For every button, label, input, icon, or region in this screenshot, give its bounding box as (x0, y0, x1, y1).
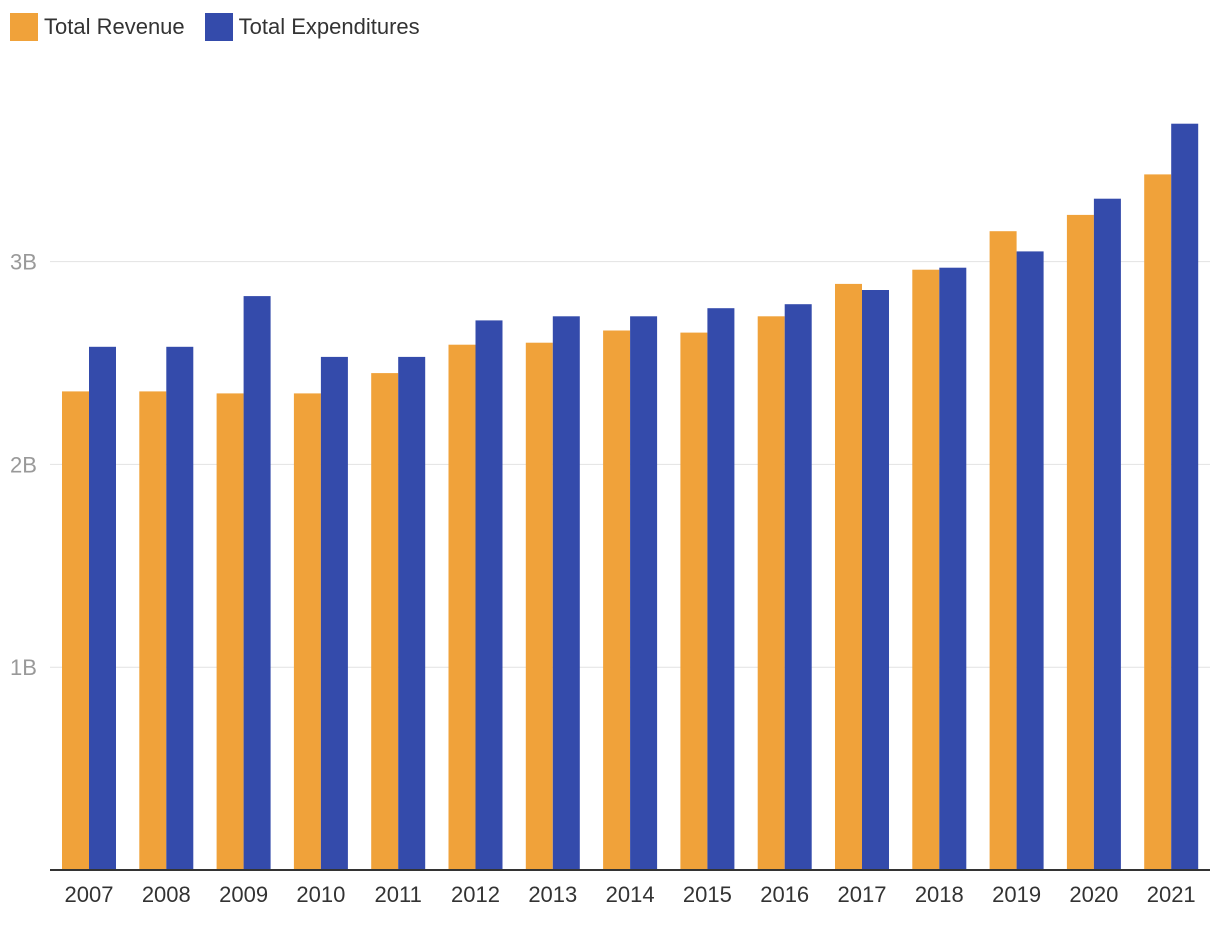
x-tick-label-2007: 2007 (65, 882, 114, 907)
bar-total-expenditures-2013[interactable] (552, 316, 580, 870)
bar-total-expenditures-2008[interactable] (166, 346, 194, 870)
legend-swatch-total-revenue (10, 13, 38, 41)
bar-total-expenditures-2015[interactable] (707, 308, 735, 870)
bar-total-revenue-2014[interactable] (603, 330, 631, 871)
x-tick-label-2015: 2015 (683, 882, 732, 907)
x-tick-label-2019: 2019 (992, 882, 1041, 907)
bar-total-revenue-2011[interactable] (371, 373, 399, 870)
y-tick-label-2B: 2B (10, 452, 37, 477)
bar-total-revenue-2012[interactable] (448, 344, 476, 870)
bar-total-revenue-2007[interactable] (62, 391, 89, 870)
legend-item-total-expenditures[interactable]: Total Expenditures (204, 13, 420, 41)
bar-total-revenue-2018[interactable] (912, 269, 940, 870)
bar-total-expenditures-2017[interactable] (862, 290, 889, 870)
x-tick-label-2018: 2018 (915, 882, 964, 907)
legend-swatch-total-expenditures (204, 13, 233, 41)
bar-total-expenditures-2014[interactable] (630, 316, 658, 870)
x-tick-label-2010: 2010 (296, 882, 345, 907)
x-tick-label-2021: 2021 (1147, 882, 1196, 907)
bar-total-expenditures-2018[interactable] (939, 267, 967, 870)
bar-total-revenue-2008[interactable] (139, 391, 167, 870)
bar-total-revenue-2010[interactable] (293, 393, 321, 870)
bar-total-expenditures-2012[interactable] (475, 320, 503, 870)
bar-total-expenditures-2007[interactable] (89, 346, 116, 870)
bar-total-expenditures-2011[interactable] (398, 356, 426, 870)
bar-total-revenue-2020[interactable] (1066, 214, 1094, 870)
bar-total-expenditures-2021[interactable] (1171, 123, 1199, 870)
bar-total-expenditures-2009[interactable] (243, 296, 271, 871)
x-tick-label-2013: 2013 (528, 882, 577, 907)
x-tick-label-2008: 2008 (142, 882, 191, 907)
x-tick-label-2014: 2014 (606, 882, 655, 907)
bar-total-revenue-2017[interactable] (835, 283, 862, 870)
x-tick-label-2017: 2017 (838, 882, 887, 907)
bar-total-expenditures-2010[interactable] (320, 356, 348, 870)
legend-label-total-revenue: Total Revenue (44, 14, 185, 39)
x-axis: 2007 2008 2009 2010 2011 2012 2013 2014 2015 2016… (50, 869, 1210, 907)
bar-total-revenue-2021[interactable] (1144, 174, 1172, 870)
x-tick-label-2009: 2009 (219, 882, 268, 907)
legend-item-total-revenue[interactable]: Total Revenue (10, 13, 185, 41)
bar-total-revenue-2019[interactable] (989, 231, 1017, 870)
legend-label-total-expenditures: Total Expenditures (238, 14, 420, 39)
y-tick-label-3B: 3B (10, 250, 37, 275)
x-tick-label-2012: 2012 (451, 882, 500, 907)
bar-total-expenditures-2020[interactable] (1093, 198, 1121, 870)
x-tick-label-2020: 2020 (1069, 882, 1118, 907)
x-tick-label-2016: 2016 (760, 882, 809, 907)
bar-total-expenditures-2016[interactable] (784, 304, 812, 870)
legend: Total Revenue Total Expenditures (10, 10, 440, 44)
bar-total-revenue-2016[interactable] (757, 316, 785, 870)
bar-total-revenue-2015[interactable] (680, 332, 708, 871)
y-tick-label-1B: 1B (10, 655, 37, 680)
bar-total-revenue-2009[interactable] (216, 393, 244, 870)
bars (62, 123, 1199, 871)
bar-total-revenue-2013[interactable] (525, 342, 553, 870)
bar-total-expenditures-2019[interactable] (1016, 251, 1044, 870)
x-tick-label-2011: 2011 (375, 882, 422, 907)
